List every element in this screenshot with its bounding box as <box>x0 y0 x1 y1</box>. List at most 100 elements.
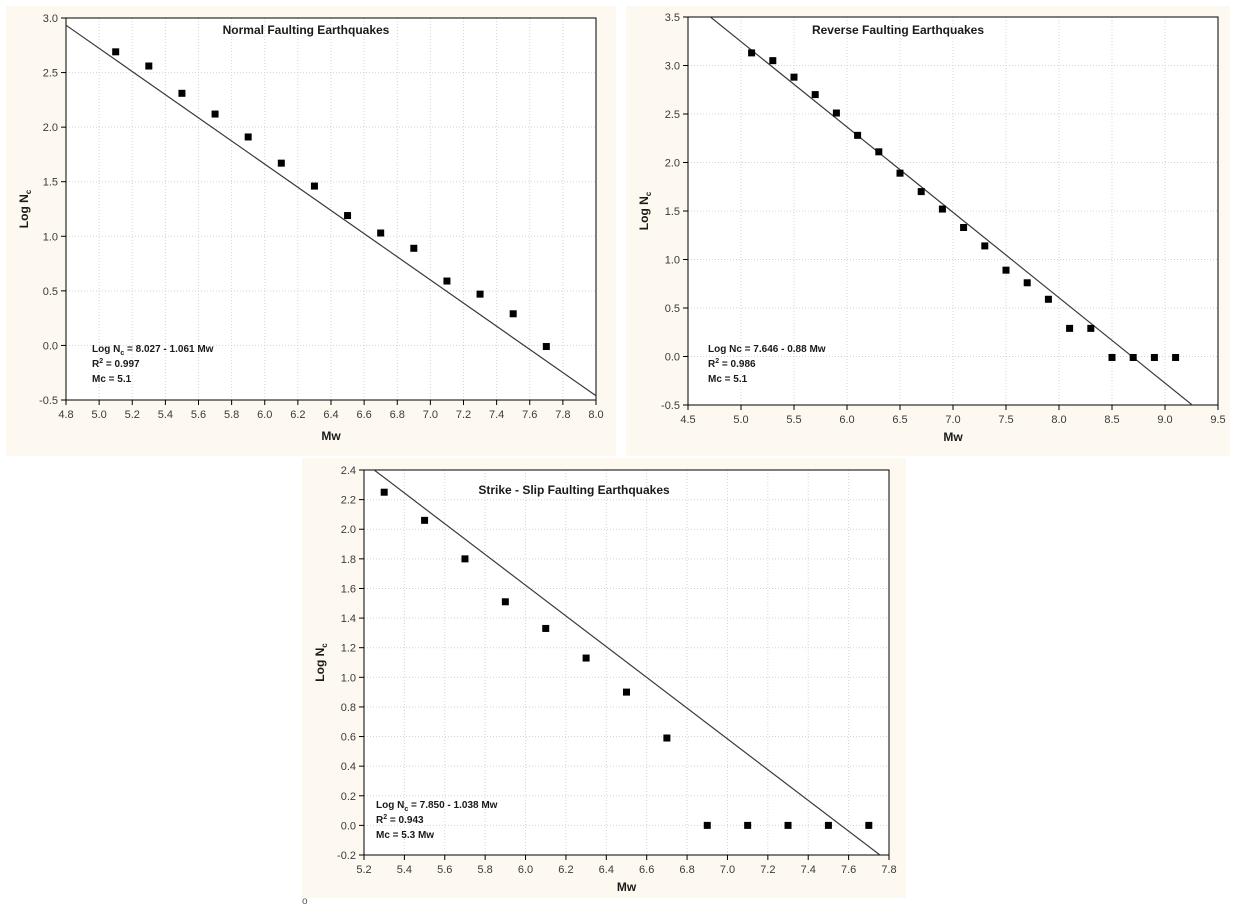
r-squared-value: = 0.986 <box>719 359 756 370</box>
chart-panel-strike-slip: -0.2 0.0 0.2 0.4 0.6 0.8 1.0 1.2 1.4 1.6 1.8 2.0 2.2… <box>302 458 906 898</box>
x-tick-label: 8.5 <box>1104 414 1119 426</box>
data-point <box>917 188 925 196</box>
x-tick-label: 6.2 <box>558 864 573 876</box>
x-tick-label: 6.0 <box>257 409 272 421</box>
data-point <box>854 131 862 139</box>
y-tick-label: 3.0 <box>665 61 680 73</box>
regression-line <box>373 470 881 855</box>
data-point <box>377 229 385 237</box>
data-point <box>542 624 550 632</box>
equation-text: Log Nc = 8.027 - 1.061 Mw <box>92 344 214 357</box>
equation-main: Log Nc <box>708 344 742 355</box>
equation-main: Log N <box>92 344 120 355</box>
x-tick-label: 5.8 <box>478 864 493 876</box>
y-axis-label-main: Log N <box>313 648 327 682</box>
y-axis-label: Log Nc <box>17 189 33 228</box>
y-tick-label: 1.5 <box>665 206 680 218</box>
data-point <box>542 343 550 351</box>
x-tick-label: 4.5 <box>680 414 695 426</box>
data-point <box>832 109 840 117</box>
y-tick-label: 1.0 <box>43 231 58 243</box>
plot-frame <box>687 16 1219 406</box>
data-point <box>1044 295 1052 303</box>
x-tick-label: 6.0 <box>518 864 533 876</box>
r-squared-label: R <box>92 359 100 370</box>
data-point <box>865 821 873 829</box>
data-point <box>211 110 219 118</box>
y-tick-label: 0.5 <box>43 286 58 298</box>
y-tick-label: 0.0 <box>665 352 680 364</box>
y-tick-label: 2.5 <box>665 109 680 121</box>
equation-rest: = 7.646 - 0.88 Mw <box>742 344 826 355</box>
data-point <box>410 244 418 252</box>
mc-text: Mc = 5.1 <box>708 374 748 385</box>
data-point <box>178 89 186 97</box>
x-tick-label: 6.6 <box>356 409 371 421</box>
r-squared-sup: 2 <box>715 358 719 365</box>
x-tick-label: 7.0 <box>423 409 438 421</box>
y-tick-label: 0.4 <box>341 761 356 773</box>
x-tick-label: 5.5 <box>786 414 801 426</box>
y-tick-label: 1.8 <box>341 554 356 566</box>
y-tick-label: 2.4 <box>341 465 356 477</box>
y-tick-label: 0.6 <box>341 732 356 744</box>
data-point <box>145 62 153 70</box>
data-point <box>703 821 711 829</box>
x-tick-label: 7.8 <box>555 409 570 421</box>
x-tick-label: 5.4 <box>158 409 173 421</box>
equation-main: Log N <box>376 800 404 811</box>
chart-strike-slip: -0.2 0.0 0.2 0.4 0.6 0.8 1.0 1.2 1.4 1.6 1.8 2.0 2.2… <box>313 465 897 894</box>
y-tick-label: -0.5 <box>39 395 58 407</box>
equation-text: Log Nc = 7.850 - 1.038 Mw <box>376 800 498 813</box>
x-tick-label: 7.8 <box>881 864 896 876</box>
y-axis-label: Log Nc <box>313 643 329 682</box>
data-point <box>1066 324 1074 332</box>
y-axis-label-sub: c <box>24 189 33 194</box>
x-tick-label: 7.6 <box>841 864 856 876</box>
data-point <box>1023 279 1031 287</box>
y-tick-label: 2.0 <box>665 158 680 170</box>
x-tick-label: 6.2 <box>290 409 305 421</box>
data-point <box>824 821 832 829</box>
data-point <box>938 205 946 213</box>
r-squared-sup: 2 <box>99 358 103 365</box>
y-tick-label: 0.8 <box>341 702 356 714</box>
chart-panel-normal: -0.5 0.0 0.5 1.0 1.5 2.0 2.5 3.0 4.8 5.0 5.2 5.4 5.6… <box>6 6 616 456</box>
data-point <box>875 148 883 156</box>
x-tick-label: 6.5 <box>892 414 907 426</box>
data-point <box>623 688 630 696</box>
y-tick-label: 1.5 <box>43 177 58 189</box>
chart-reverse: -0.5 0.0 0.5 1.0 1.5 2.0 2.5 3.0 3.5 4.5 5.0 5.5 6.0… <box>637 12 1226 444</box>
data-point <box>421 516 429 524</box>
plot-frame <box>65 17 597 401</box>
chart-title: Normal Faulting Earthquakes <box>223 23 390 37</box>
y-tick-label: 1.6 <box>341 583 356 595</box>
y-tick-label: -0.5 <box>661 400 680 412</box>
r-squared-text: R2 = 0.986 <box>708 358 756 370</box>
y-tick-label: -0.2 <box>337 850 356 862</box>
data-point <box>509 310 517 318</box>
r-squared-text: R2 = 0.997 <box>92 358 140 370</box>
y-axis-label: Log Nc <box>637 191 653 230</box>
x-tick-label: 7.4 <box>801 864 816 876</box>
r-squared-label: R <box>708 359 716 370</box>
y-tick-label: 2.0 <box>341 524 356 536</box>
x-tick-label: 4.8 <box>58 409 73 421</box>
x-tick-label: 9.5 <box>1210 414 1225 426</box>
x-tick-label: 6.0 <box>839 414 854 426</box>
chart-title: Strike - Slip Faulting Earthquakes <box>478 483 670 497</box>
data-point <box>310 182 318 190</box>
y-tick-label: 1.0 <box>341 672 356 684</box>
y-axis-label-main: Log N <box>637 196 651 230</box>
equation-rest: = 7.850 - 1.038 Mw <box>408 800 497 811</box>
data-point <box>380 488 388 496</box>
data-point <box>960 223 968 231</box>
x-tick-label: 5.8 <box>224 409 239 421</box>
x-tick-label: 5.0 <box>733 414 748 426</box>
x-tick-label: 8.0 <box>588 409 603 421</box>
stray-mark: o <box>302 896 308 907</box>
x-axis-label: Mw <box>321 429 341 443</box>
x-tick-label: 7.6 <box>522 409 537 421</box>
data-point <box>748 49 756 57</box>
data-point <box>443 277 451 285</box>
